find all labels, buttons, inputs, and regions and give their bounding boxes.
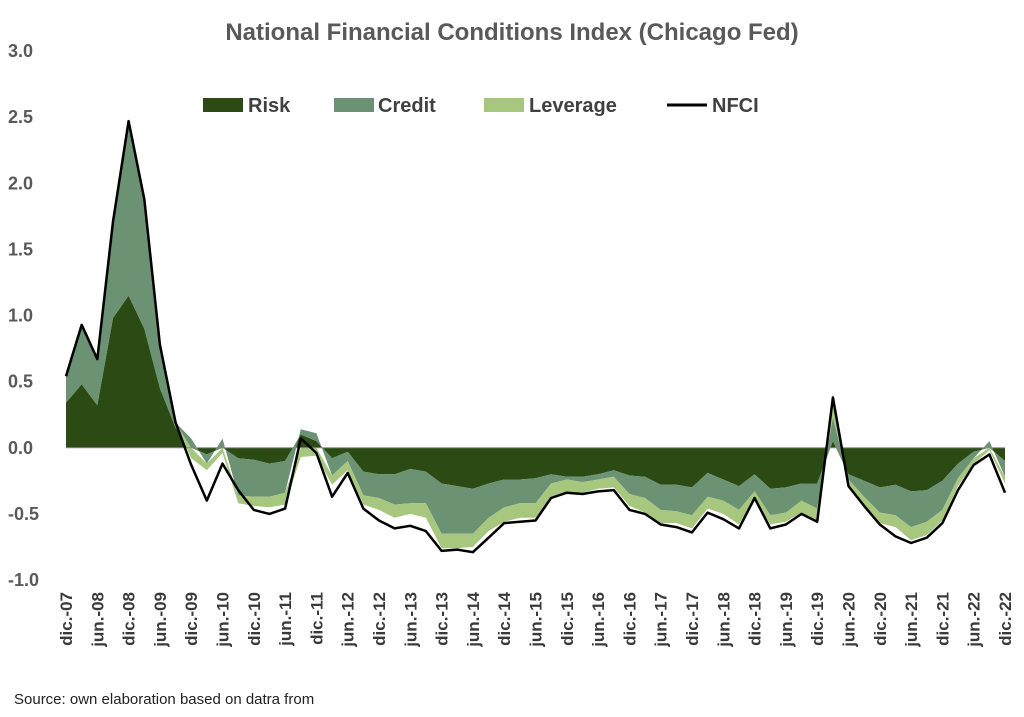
x-axis-ticks: dic.-07 jun.-08 dic.-08 jun.-09 dic.-09 jun.-… <box>57 591 1015 647</box>
y-axis-ticks: 3.0 2.5 2.0 1.5 1.0 0.5 0.0 -0.5 -1.0 <box>8 41 39 590</box>
y-tick-label: 0.5 <box>8 372 33 392</box>
x-tick-label: dic.-19 <box>808 592 827 646</box>
legend: Risk Credit Leverage NFCI <box>203 95 759 117</box>
x-tick-label: jun.-18 <box>714 592 733 648</box>
x-tick-label: jun.-17 <box>652 592 671 648</box>
x-tick-label: dic.-20 <box>871 592 890 646</box>
x-tick-label: dic.-11 <box>307 592 326 645</box>
x-tick-label: jun.-09 <box>151 592 170 648</box>
y-tick-label: 1.0 <box>8 306 33 326</box>
x-tick-label: dic.-14 <box>495 591 514 645</box>
x-tick-label: dic.-18 <box>746 592 765 646</box>
legend-swatch-risk <box>203 98 243 112</box>
x-tick-label: dic.-07 <box>57 592 76 646</box>
x-tick-label: dic.-13 <box>433 592 452 646</box>
y-tick-label: -1.0 <box>8 570 39 590</box>
x-tick-label: dic.-09 <box>182 592 201 646</box>
y-tick-label: 3.0 <box>8 41 33 61</box>
x-tick-label: jun.-12 <box>339 592 358 648</box>
y-tick-label: 2.0 <box>8 173 33 193</box>
x-tick-label: dic.-12 <box>370 592 389 646</box>
x-tick-label: jun.-20 <box>840 592 859 648</box>
x-tick-label: dic.-15 <box>558 592 577 646</box>
x-tick-label: dic.-17 <box>683 592 702 646</box>
chart-title: National Financial Conditions Index (Chi… <box>225 19 798 46</box>
legend-label-risk: Risk <box>248 95 291 117</box>
nfci-chart: National Financial Conditions Index (Chi… <box>0 0 1024 717</box>
y-tick-label: 2.5 <box>8 107 33 127</box>
x-tick-label: dic.-22 <box>996 592 1015 646</box>
legend-swatch-leverage <box>484 98 524 112</box>
stacked-areas <box>66 124 1005 549</box>
x-tick-label: jun.-13 <box>401 592 420 648</box>
x-tick-label: jun.-21 <box>902 592 921 648</box>
x-tick-label: jun.-10 <box>214 592 233 648</box>
y-tick-label: -0.5 <box>8 504 39 524</box>
x-tick-label: jun.-16 <box>589 592 608 648</box>
x-tick-label: dic.-08 <box>120 592 139 646</box>
x-tick-label: dic.-10 <box>245 592 264 646</box>
legend-label-nfci: NFCI <box>712 95 759 117</box>
y-tick-label: 0.0 <box>8 438 33 458</box>
legend-label-credit: Credit <box>378 95 436 117</box>
source-note: Source: own elaboration based on datra f… <box>14 691 314 708</box>
x-tick-label: dic.-21 <box>933 592 952 646</box>
x-tick-label: jun.-11 <box>276 592 295 647</box>
x-tick-label: jun.-19 <box>777 592 796 648</box>
x-tick-label: jun.-15 <box>527 592 546 648</box>
x-tick-label: jun.-22 <box>965 592 984 648</box>
x-tick-label: dic.-16 <box>620 592 639 646</box>
x-tick-label: jun.-08 <box>88 592 107 648</box>
legend-swatch-credit <box>334 98 374 112</box>
x-tick-label: jun.-14 <box>464 591 483 647</box>
legend-label-leverage: Leverage <box>529 95 617 117</box>
y-tick-label: 1.5 <box>8 239 33 259</box>
